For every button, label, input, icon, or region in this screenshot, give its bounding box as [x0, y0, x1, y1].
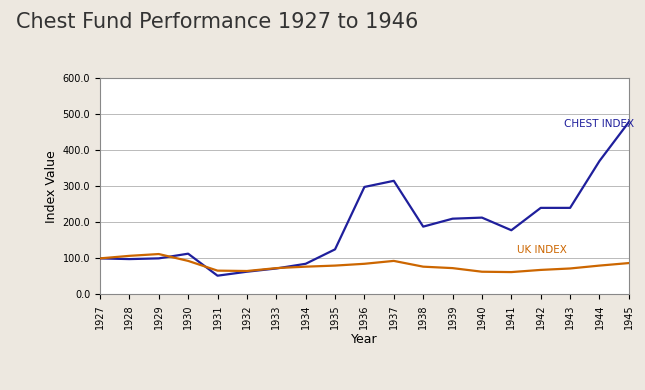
Y-axis label: Index Value: Index Value [45, 150, 59, 223]
Text: CHEST INDEX: CHEST INDEX [564, 119, 634, 129]
X-axis label: Year: Year [351, 333, 378, 346]
Text: Chest Fund Performance 1927 to 1946: Chest Fund Performance 1927 to 1946 [16, 12, 419, 32]
Text: UK INDEX: UK INDEX [517, 245, 567, 255]
